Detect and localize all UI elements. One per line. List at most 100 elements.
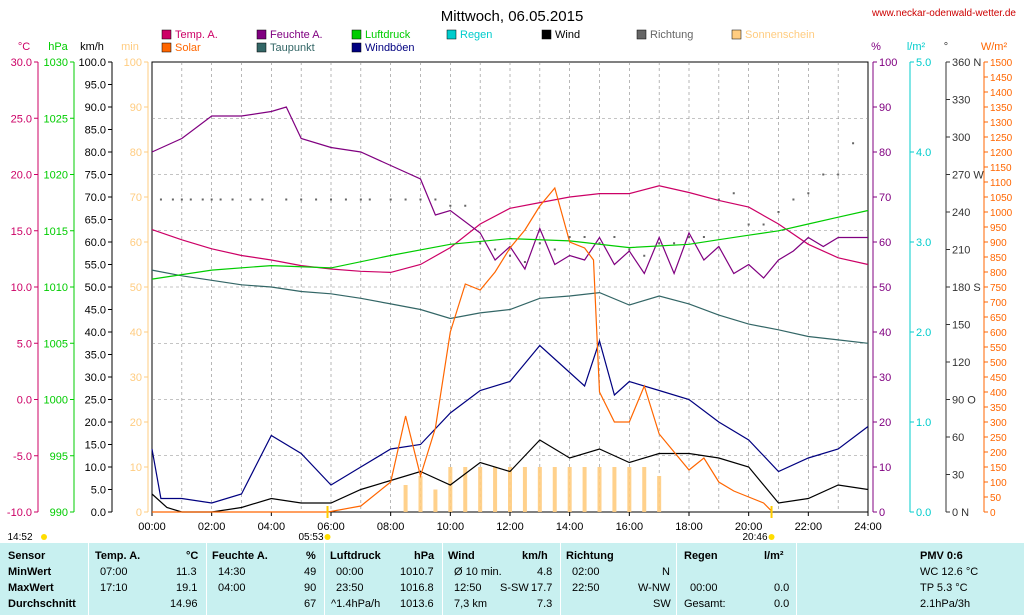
direction-point-23 (479, 242, 482, 245)
direction-point-38 (702, 236, 705, 238)
stats-max-press-time: 23:50 (336, 582, 364, 594)
legend-label-8: Richtung (650, 29, 693, 41)
time-label-1: 02:00 (198, 521, 226, 533)
axis-label-solar-1: 1450 (990, 73, 1013, 84)
direction-point-43 (777, 211, 780, 213)
sunshine-bar-5 (478, 467, 483, 512)
stats-max-wind-time: 12:50 (454, 582, 482, 594)
direction-point-3 (189, 198, 192, 201)
axis-label-solar-14: 800 (990, 268, 1007, 279)
direction-point-19 (419, 198, 422, 201)
direction-point-37 (688, 236, 690, 238)
axis-label-temp-2: 20.0 (11, 170, 32, 182)
stats-header-hum: Feuchte A. (212, 550, 268, 562)
stats-max-rain-time: 00:00 (690, 582, 718, 594)
legend-swatch-8 (636, 29, 647, 40)
axis-unit-sun: min (121, 41, 139, 53)
axis-label-solar-2: 1400 (990, 88, 1013, 99)
direction-point-27 (538, 242, 541, 245)
direction-point-13 (330, 198, 332, 201)
stats-header-temp-unit: °C (186, 550, 199, 562)
axis-label-wind-18: 10.0 (85, 462, 106, 474)
stats-min-hum-time: 14:30 (218, 566, 246, 578)
direction-point-9 (261, 198, 264, 201)
stats-min-temp-time: 07:00 (100, 566, 128, 578)
direction-point-39 (717, 198, 720, 201)
direction-point-31 (598, 242, 601, 245)
stats-header-pmv: PMV 0:6 (920, 550, 963, 562)
direction-point-25 (509, 254, 511, 257)
axis-label-temp-5: 5.0 (17, 338, 32, 350)
website-label[interactable]: www.neckar-odenwald-wetter.de (871, 8, 1016, 19)
legend-swatch-1 (161, 42, 172, 53)
stats-max-press-val: 1016.8 (400, 582, 434, 594)
axis-label-pressure-7: 995 (50, 451, 68, 463)
direction-point-40 (732, 192, 735, 195)
axis-label-solar-13: 850 (990, 253, 1007, 264)
axis-label-humidity-8: 20 (879, 417, 891, 429)
stats-header-sensor: Sensor (8, 550, 46, 562)
direction-point-6 (219, 198, 222, 201)
axis-label-solar-16: 700 (990, 298, 1007, 309)
axis-label-temp-0: 30.0 (11, 57, 32, 69)
stats-min-pmv: WC 12.6 °C (920, 566, 979, 578)
axis-label-humidity-5: 50 (879, 282, 891, 294)
axis-label-humidity-1: 90 (879, 102, 891, 114)
axis-label-direction-0: 360 N (952, 57, 981, 69)
axis-label-direction-5: 210 (952, 245, 970, 257)
axis-label-solar-10: 1000 (990, 208, 1013, 219)
axis-label-solar-25: 250 (990, 433, 1007, 444)
axis-label-solar-19: 550 (990, 343, 1007, 354)
axis-label-solar-3: 1350 (990, 103, 1013, 114)
axis-label-wind-5: 75.0 (85, 170, 106, 182)
direction-point-24 (494, 248, 497, 251)
sunshine-bar-13 (597, 467, 602, 512)
stats-row-avg-label: Durchschnitt (8, 598, 76, 610)
sunshine-bar-10 (552, 467, 557, 512)
sunshine-bar-11 (567, 467, 572, 512)
direction-point-33 (628, 248, 631, 251)
stats-header-press-unit: hPa (414, 550, 435, 562)
stats-min-press-val: 1010.7 (400, 566, 434, 578)
axis-label-temp-6: 0.0 (17, 395, 32, 407)
axis-label-sun-6: 40 (130, 327, 142, 339)
axis-label-solar-20: 500 (990, 358, 1007, 369)
direction-point-42 (762, 223, 765, 226)
direction-point-4 (201, 198, 204, 201)
axis-label-wind-1: 95.0 (85, 80, 106, 92)
axis-label-direction-3: 270 W (952, 170, 984, 182)
sunshine-bar-16 (642, 467, 647, 512)
stats-max-temp-time: 17:10 (100, 582, 128, 594)
stats-header-wind-unit: km/h (522, 550, 548, 562)
axis-label-sun-9: 10 (130, 462, 142, 474)
stats-max-pmv: TP 5.3 °C (920, 582, 968, 594)
axis-label-solar-9: 1050 (990, 193, 1013, 204)
sunshine-bar-0 (403, 485, 408, 512)
marker-sun-sunrise (324, 534, 331, 540)
series-windb-en (151, 338, 869, 504)
stats-max-hum-val: 90 (304, 582, 317, 594)
time-label-3: 06:00 (317, 521, 345, 533)
stats-table: Sensor Temp. A. °C Feuchte A. % Luftdruc… (0, 543, 1024, 615)
sunshine-bar-15 (627, 467, 632, 512)
stats-header-wind: Wind (448, 550, 475, 562)
legend-label-2: Feuchte A. (270, 29, 323, 41)
axis-label-sun-0: 100 (124, 57, 142, 69)
stats-avg-wind-distance: 7,3 km (454, 598, 488, 610)
axis-label-humidity-10: 0 (879, 507, 885, 519)
axis-label-solar-21: 450 (990, 373, 1007, 384)
time-label-12: 24:00 (854, 521, 882, 533)
stats-avg-dir-val: SW (653, 598, 671, 610)
axis-label-pressure-2: 1020 (44, 170, 68, 182)
axis-label-wind-16: 20.0 (85, 417, 106, 429)
weather-chart: Mittwoch, 06.05.2015 www.neckar-odenwald… (7, 8, 1017, 543)
legend-swatch-7 (541, 29, 552, 40)
legend-swatch-2 (256, 29, 267, 40)
axis-label-wind-3: 85.0 (85, 125, 106, 137)
stats-min-wind-label: Ø 10 min. (454, 566, 502, 578)
axis-label-pressure-0: 1030 (44, 57, 68, 69)
sunshine-bar-14 (612, 467, 617, 512)
plot-area (151, 106, 869, 513)
axis-label-humidity-9: 10 (879, 462, 891, 474)
axis-label-wind-7: 65.0 (85, 215, 106, 227)
